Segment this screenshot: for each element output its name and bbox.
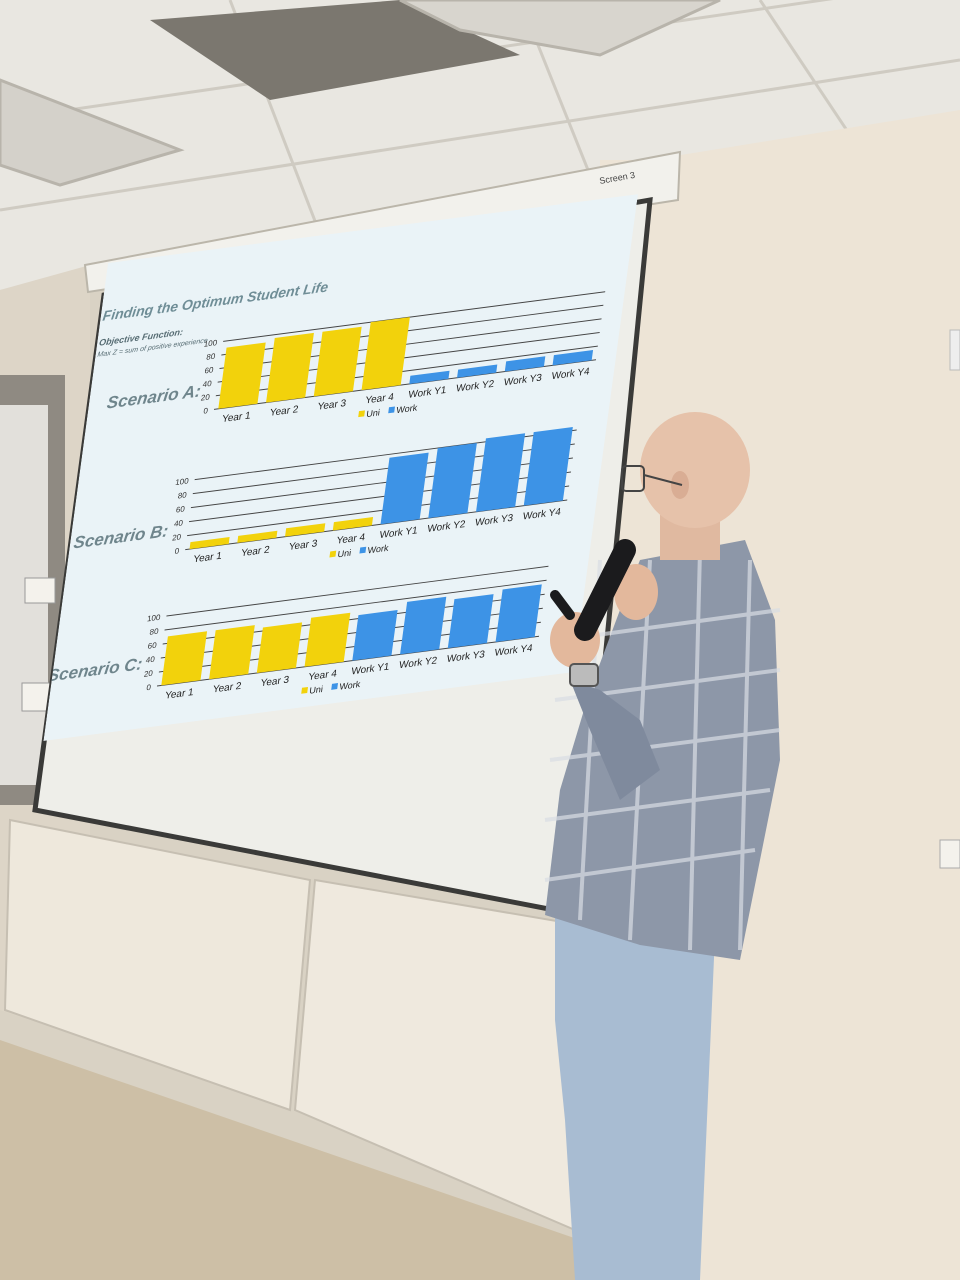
y-tick-label: 0	[174, 546, 180, 556]
chart-bar	[237, 530, 278, 543]
legend-label: Uni	[309, 684, 324, 696]
x-tick-label: Year 3	[317, 398, 347, 413]
y-tick-label: 100	[146, 613, 161, 624]
x-tick-label: Work Y1	[408, 385, 448, 401]
wall-socket	[24, 577, 56, 604]
x-tick-label: Work Y2	[455, 379, 495, 395]
x-tick-label: Work Y4	[551, 366, 591, 382]
projected-slide: Finding the Optimum Student Life Objecti…	[43, 194, 638, 741]
x-tick-label: Year 1	[221, 410, 251, 425]
chart-bar	[523, 427, 573, 506]
chart-bar	[457, 364, 498, 378]
wall-panel-left	[3, 818, 312, 1112]
chart-bar	[447, 594, 494, 649]
x-tick-label: Work Y2	[398, 655, 438, 671]
x-tick-label: Year 4	[308, 668, 338, 683]
chart-bar	[161, 631, 208, 686]
x-tick-label: Year 4	[365, 392, 395, 407]
ceiling-light-top	[399, 0, 721, 57]
legend-swatch	[388, 406, 395, 414]
chart-bar	[400, 596, 447, 655]
legend-label: Uni	[366, 407, 381, 419]
y-tick-label: 80	[149, 627, 160, 637]
legend-swatch	[358, 410, 365, 418]
y-tick-label: 60	[175, 504, 186, 514]
x-tick-label: Work Y3	[503, 373, 543, 389]
chart-bar	[352, 609, 398, 661]
chart-bar	[266, 332, 314, 403]
y-tick-label: 40	[173, 518, 184, 528]
x-tick-label: Work Y3	[446, 649, 486, 665]
chart-bar	[552, 350, 594, 366]
chart-bar	[495, 584, 542, 642]
x-tick-label: Work Y4	[522, 507, 562, 523]
legend-label: Uni	[337, 548, 352, 560]
chart-bar	[209, 625, 255, 680]
gridline	[166, 565, 549, 617]
chart-bar	[285, 523, 326, 537]
y-tick-label: 20	[200, 393, 211, 403]
legend-label: Work	[396, 403, 419, 416]
x-tick-label: Year 1	[164, 687, 194, 702]
legend-swatch	[329, 550, 337, 558]
y-tick-label: 60	[204, 365, 215, 375]
y-tick-label: 40	[145, 655, 156, 665]
x-tick-label: Year 3	[260, 675, 290, 690]
wall-switch-right	[939, 839, 960, 869]
wall	[600, 110, 960, 1280]
x-tick-label: Work Y4	[494, 643, 534, 659]
x-tick-label: Year 3	[288, 538, 318, 553]
legend-swatch	[301, 686, 309, 694]
x-tick-label: Work Y3	[474, 513, 514, 529]
y-tick-label: 0	[203, 406, 209, 416]
floor	[0, 1040, 580, 1280]
y-tick-label: 80	[177, 490, 188, 500]
y-tick-label: 40	[202, 379, 213, 389]
chart-bar	[409, 370, 450, 384]
wall-switch	[21, 682, 51, 712]
x-tick-label: Year 4	[336, 532, 366, 547]
legend-swatch	[331, 683, 339, 690]
chart-bar	[476, 433, 526, 512]
x-tick-label: Work Y2	[427, 519, 467, 535]
x-tick-label: Work Y1	[379, 525, 419, 541]
chart-bar	[380, 452, 429, 525]
ceiling-vent	[150, 0, 520, 100]
chart-bar	[218, 342, 266, 409]
y-tick-label: 20	[172, 532, 183, 542]
chart-bar	[189, 537, 230, 550]
chart-bar	[428, 442, 477, 519]
y-tick-label: 100	[203, 338, 218, 349]
y-tick-label: 60	[147, 641, 158, 651]
y-tick-label: 20	[143, 669, 154, 679]
x-tick-label: Year 2	[269, 404, 299, 419]
x-tick-label: Year 2	[240, 545, 270, 560]
wall-sign	[949, 329, 960, 371]
ceiling-light-left	[0, 78, 185, 187]
chart-bar	[313, 326, 362, 397]
x-tick-label: Year 1	[193, 551, 223, 566]
chart-bar	[504, 356, 546, 372]
chart-bar	[361, 317, 410, 391]
gridline	[223, 291, 606, 342]
x-tick-label: Work Y1	[351, 662, 391, 678]
x-tick-label: Year 2	[212, 681, 242, 696]
chart-bar	[256, 622, 303, 673]
legend-swatch	[359, 546, 367, 554]
chart-bar	[332, 516, 374, 531]
gridline	[164, 579, 547, 631]
y-tick-label: 100	[175, 476, 190, 487]
chart-bar	[304, 612, 351, 667]
y-tick-label: 80	[206, 352, 217, 362]
legend-label: Work	[339, 679, 362, 692]
y-tick-label: 0	[146, 683, 152, 693]
legend-label: Work	[367, 543, 390, 556]
